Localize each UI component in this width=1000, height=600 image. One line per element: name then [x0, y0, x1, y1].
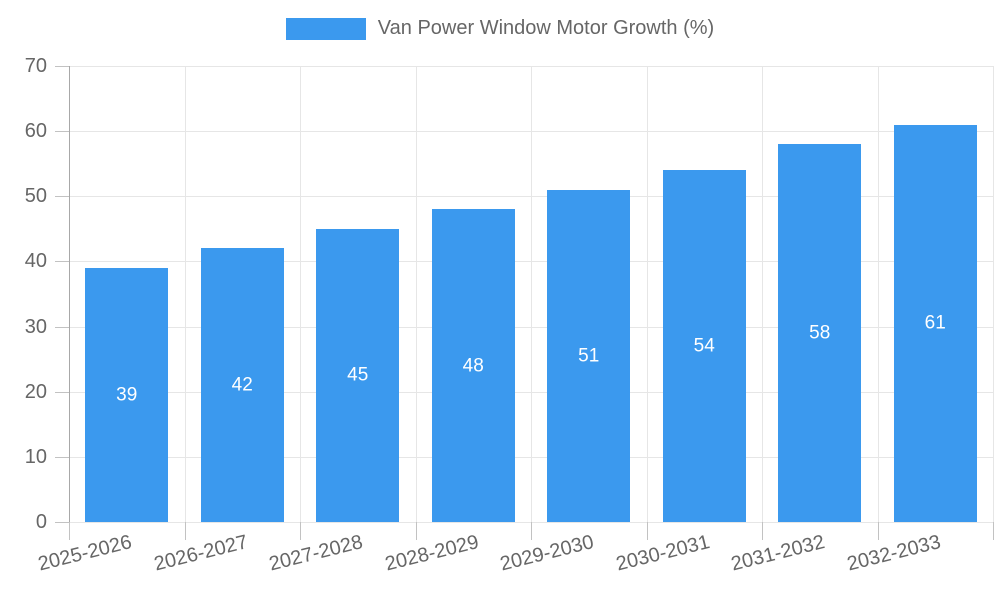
bar[interactable]: 54 [662, 170, 746, 522]
y-tick-mark [55, 522, 69, 523]
x-axis-tick-label: 2030-2031 [613, 531, 712, 576]
gridline-x [762, 66, 763, 522]
y-tick-mark [55, 261, 69, 263]
y-axis-tick-label: 0 [35, 511, 47, 533]
y-tick-mark [55, 196, 69, 198]
x-axis-tick-label: 2028-2029 [382, 531, 481, 576]
bar[interactable]: 58 [778, 144, 862, 522]
bar-value-label: 45 [347, 364, 369, 386]
x-axis-tick-label: 2027-2028 [266, 531, 366, 576]
y-tick-mark [55, 66, 69, 67]
bar-value-label: 54 [693, 335, 715, 357]
gridline-x [646, 66, 648, 522]
gridline-x [300, 66, 301, 522]
y-axis-tick-label: 60 [24, 120, 47, 143]
y-axis-tick-label: 70 [24, 55, 47, 77]
bar[interactable]: 42 [200, 248, 284, 522]
legend-swatch [285, 17, 366, 40]
gridline-x [877, 66, 879, 522]
bar[interactable]: 61 [893, 124, 977, 522]
bar[interactable]: 48 [431, 209, 515, 522]
y-axis-line [69, 66, 70, 522]
y-axis-tick-label: 20 [24, 380, 47, 403]
x-axis-tick-label: 2032-2033 [844, 531, 943, 576]
x-tick-mark [762, 522, 763, 540]
bar-value-label: 61 [924, 312, 946, 334]
y-axis-tick-label: 10 [24, 445, 47, 468]
x-tick-mark [300, 522, 301, 540]
x-axis-tick-label: 2026-2027 [151, 531, 250, 576]
y-tick-mark [55, 131, 69, 133]
y-axis-tick-label: 30 [24, 315, 47, 338]
y-tick-mark [55, 456, 69, 458]
bar-value-label: 48 [462, 355, 484, 377]
bar-value-label: 51 [578, 345, 600, 367]
gridline-x [531, 66, 532, 522]
x-tick-mark [415, 522, 417, 540]
bar[interactable]: 45 [316, 228, 400, 522]
y-axis-tick-label: 40 [24, 250, 47, 273]
bar-value-label: 39 [116, 384, 138, 406]
gridline-x [993, 66, 994, 522]
y-axis-tick-label: 50 [24, 185, 47, 208]
x-axis-tick-label: 2031-2032 [728, 531, 828, 576]
legend[interactable]: Van Power Window Motor Growth (%) [0, 17, 1000, 40]
y-tick-mark [55, 391, 69, 393]
bar[interactable]: 39 [85, 267, 169, 522]
bar[interactable]: 51 [547, 189, 631, 522]
gridline-x [415, 66, 417, 522]
x-axis-tick-label: 2025-2026 [35, 531, 135, 576]
gridline-x [184, 66, 186, 522]
x-tick-mark [531, 522, 532, 540]
x-tick-mark [184, 522, 186, 540]
x-tick-mark [646, 522, 648, 540]
legend-label: Van Power Window Motor Growth (%) [377, 17, 715, 39]
x-axis-tick-label: 2029-2030 [497, 531, 597, 576]
bar-value-label: 42 [231, 374, 253, 396]
y-tick-mark [55, 326, 69, 328]
bar-value-label: 58 [809, 322, 831, 344]
x-tick-mark [993, 522, 994, 540]
x-tick-mark [69, 522, 70, 540]
x-tick-mark [877, 522, 879, 540]
